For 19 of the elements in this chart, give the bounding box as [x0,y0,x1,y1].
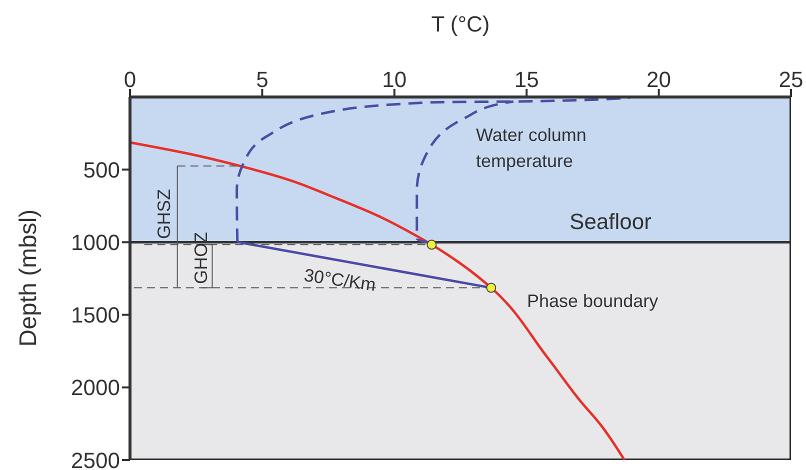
x-tick-label: 25 [778,67,804,92]
annotation: Water column temperature [476,125,586,171]
x-axis-title: T (°C) [431,12,490,37]
y-tick-label: 2500 [71,448,120,470]
y-axis-title: Depth (mbsl) [15,209,42,347]
x-tick-label: 10 [382,67,407,92]
annotation: Phase boundary [527,291,658,311]
annotation: 30°C/Km [302,265,378,295]
annotation: GHSZ [154,188,174,240]
x-tick-label: 0 [124,67,136,92]
y-tick-label: 2000 [71,375,120,400]
y-tick-label: 1500 [71,302,120,328]
y-tick-label: 500 [83,157,120,182]
x-tick-label: 15 [514,67,539,92]
y-tick-label: 1000 [71,230,120,256]
x-tick-label: 5 [256,67,268,92]
x-tick-label: 20 [646,67,672,92]
annotation: GHOZ [191,232,211,284]
ref-line-label: Seafloor [570,209,652,234]
